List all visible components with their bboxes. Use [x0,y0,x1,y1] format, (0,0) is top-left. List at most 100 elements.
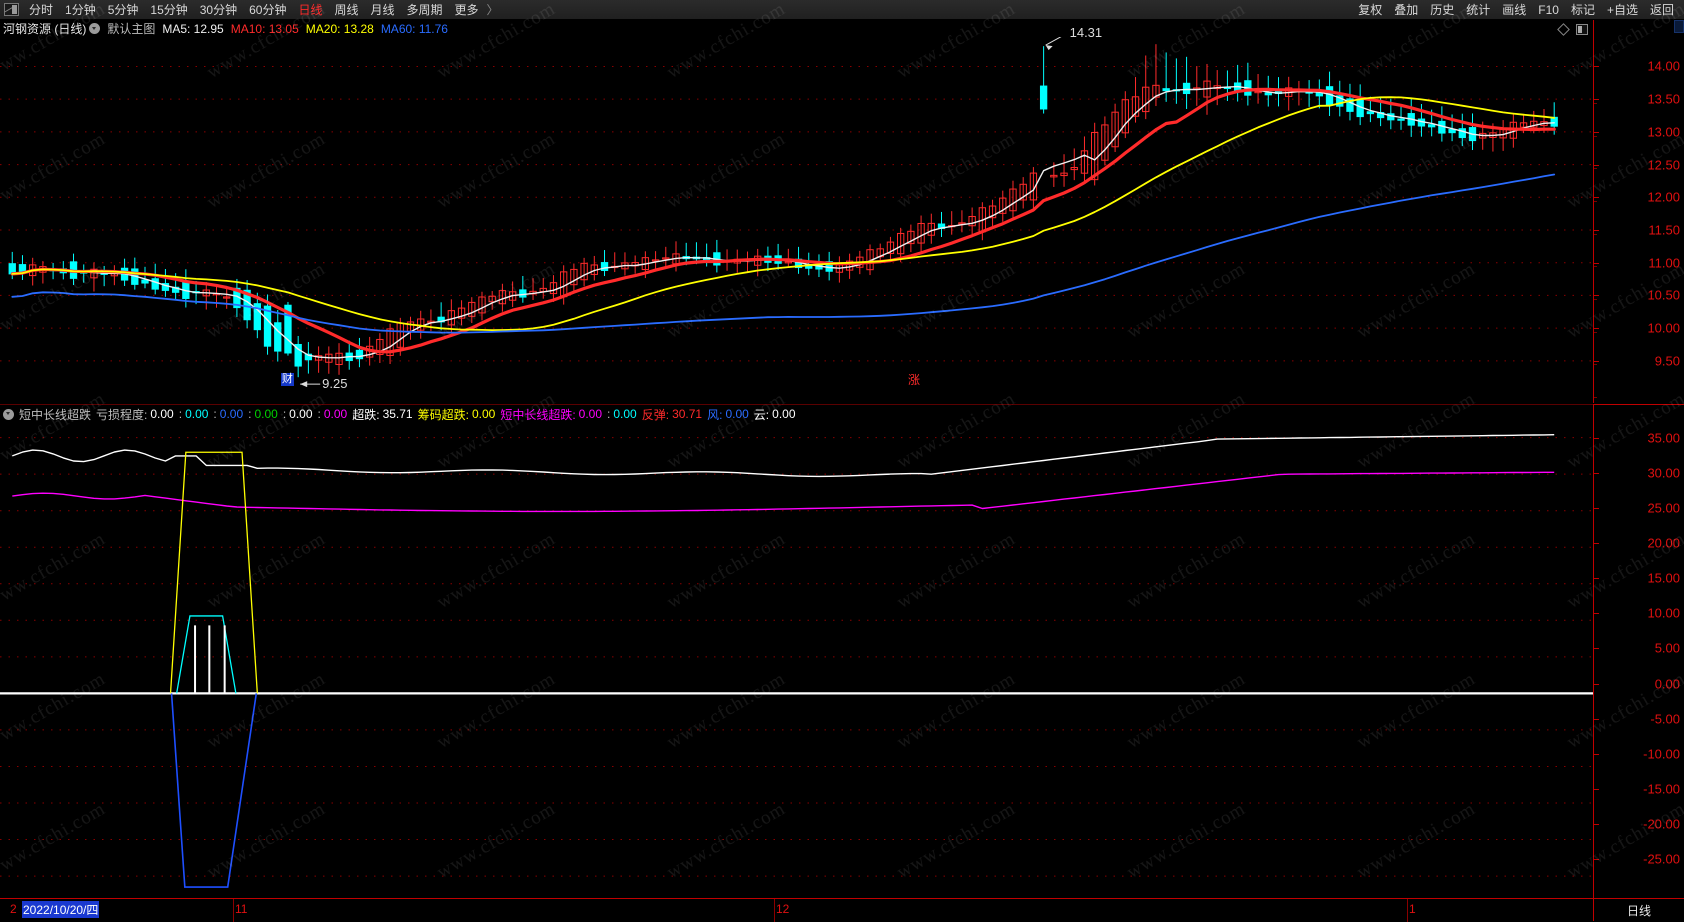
indicator-axis-label: 20.00 [1647,535,1680,551]
indicator-axis-tick [1594,578,1599,580]
high-price-annotation: 14.31 [1069,25,1103,41]
indicator-item-value-6: 35.71 [382,407,413,421]
date-axis-label: 2 [10,902,17,916]
indicator-axis-label: -20.00 [1643,816,1680,832]
price-axis-tick [1594,360,1599,362]
indicator-item-label-0: 亏损程度: [96,407,148,422]
indicator-axis-tick [1594,718,1599,720]
indicator-item-value-5: 0.00 [323,407,348,421]
marker-cai[interactable]: 财 [280,373,294,386]
price-axis-minor-tick [1594,364,1597,366]
indicator-axis-tick [1594,543,1599,545]
indicator-axis-label: 5.00 [1654,640,1680,656]
indicator-axis: 35.00 30.00 25.00 20.00 15.00 10.00 5.00 0.00 -5… [1593,404,1684,898]
candlestick-chart-area[interactable] [0,37,1593,387]
toolbar-expand-icon[interactable]: 〉 [486,3,499,17]
indicator-axis-tick [1594,508,1599,510]
toolbar-right-group: 复权 叠加 历史 统计 画线 F10 标记 +自选 返回 [1352,0,1680,20]
chevron-down-circle-icon[interactable] [3,408,14,420]
tb-overlay[interactable]: 叠加 [1394,3,1419,17]
price-axis-minor-tick [1594,266,1597,268]
price-axis-label: 12.00 [1647,189,1680,205]
tb-period-5min[interactable]: 5分钟 [107,2,139,17]
indicator-title-label[interactable]: 短中长线超跌 [19,407,92,422]
indicator-item-value-12: 0.00 [772,407,796,421]
tb-history[interactable]: 历史 [1430,3,1455,17]
price-axis-label: 11.50 [1648,222,1680,238]
top-toolbar: 分时 1分钟 5分钟 15分钟 30分钟 60分钟 日线 周线 月线 多周期 更… [0,0,1684,20]
vertical-scrollbar[interactable] [1674,20,1684,33]
price-axis-label: 10.00 [1647,320,1680,336]
tb-drawline[interactable]: 画线 [1502,3,1527,17]
indicator-chart-area[interactable] [0,423,1593,898]
indicator-axis-label: 25.00 [1647,500,1680,516]
indicator-item-label-12: 云: [753,407,770,422]
indicator-item-value-7: 0.00 [471,407,496,421]
indicator-axis-label: 0.00 [1654,676,1680,692]
price-axis-label: 13.00 [1647,124,1680,140]
indicator-item-value-8: 0.00 [578,407,603,421]
tb-adjust[interactable]: 复权 [1358,3,1383,17]
indicator-item-label-9: : [607,407,611,421]
price-axis-minor-tick [1594,331,1597,333]
indicator-axis-tick [1594,613,1599,615]
price-axis-tick [1594,328,1599,330]
tb-f10[interactable]: F10 [1538,3,1559,17]
indicator-axis-tick [1594,858,1599,860]
date-axis-tick [233,899,234,922]
selected-date-label[interactable]: 2022/10/20/四 [22,901,100,918]
ma5-value: MA5: 12.95 [162,21,224,36]
marker-zhang[interactable]: 涨 [908,373,921,387]
price-axis-label: 14.00 [1647,58,1680,74]
tb-add-favorite[interactable]: +自选 [1606,3,1638,17]
stock-name-label: 河钢资源 (日线) [3,22,87,36]
indicator-item-label-5: : [317,407,321,421]
ma60-value: MA60: 11.76 [380,21,448,36]
indicator-axis-label: 10.00 [1647,605,1680,621]
indicator-axis-tick [1594,788,1599,790]
tb-multi-period[interactable]: 多周期 [406,2,443,17]
price-axis-minor-tick [1594,135,1597,137]
indicator-axis-label: -25.00 [1643,851,1680,867]
price-axis-minor-tick [1594,299,1597,301]
indicator-svg [0,434,1593,888]
tb-period-30min[interactable]: 30分钟 [199,2,238,17]
tb-statistics[interactable]: 统计 [1466,3,1491,17]
indicator-axis-label: 30.00 [1647,465,1680,481]
ma20-value: MA20: 13.28 [305,21,374,36]
indicator-item-label-3: : [248,407,252,421]
period-corner-label: 日线 [1593,898,1684,921]
panel-split-icon[interactable] [1576,24,1588,35]
chevron-down-circle-icon[interactable] [89,23,101,34]
price-axis-tick [1594,164,1599,166]
tb-mark[interactable]: 标记 [1570,3,1595,17]
indicator-item-value-1: 0.00 [185,407,209,421]
tb-back[interactable]: 返回 [1649,3,1674,17]
tb-period-fenshi[interactable]: 分时 [29,2,54,17]
tb-period-60min[interactable]: 60分钟 [249,2,287,17]
indicator-axis-label: -10.00 [1643,746,1680,762]
indicator-header: 短中长线超跌 亏损程度: 0.00:0.00:0.00:0.00:0.00:0.00… [0,404,1593,423]
indicator-item-value-2: 0.00 [219,407,244,421]
tb-period-15min[interactable]: 15分钟 [150,2,188,17]
indicator-axis-tick [1594,753,1599,755]
indicator-item-value-10: 30.71 [672,407,703,421]
window-restore-icon[interactable] [4,3,19,16]
price-axis-tick [1594,229,1599,231]
price-axis-tick [1594,295,1599,297]
tb-period-1min[interactable]: 1分钟 [65,2,96,17]
price-axis-minor-tick [1594,200,1597,202]
candlestick-svg [0,37,1593,387]
tb-period-daily[interactable]: 日线 [298,2,323,17]
price-axis-minor-tick [1594,397,1597,399]
tb-period-weekly[interactable]: 周线 [334,2,359,17]
tb-more[interactable]: 更多 [454,2,479,17]
indicator-item-value-3: 0.00 [254,407,278,421]
diamond-icon[interactable] [1557,23,1570,36]
indicator-item-label-10: 反弹: [641,407,670,422]
price-axis-label: 11.00 [1648,255,1680,271]
price-axis-minor-tick [1594,102,1597,104]
indicator-name-label[interactable]: 默认主图 [107,22,156,36]
price-axis: 14.00 13.50 13.00 12.50 12.00 11.50 11.00 10.50… [1593,20,1684,403]
tb-period-monthly[interactable]: 月线 [370,2,395,17]
